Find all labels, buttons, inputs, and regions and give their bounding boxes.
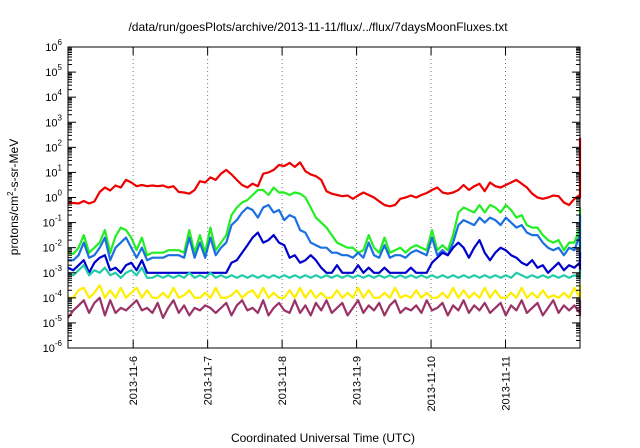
series-line-1 (68, 137, 582, 208)
x-tick-label: 2013-11-9 (352, 356, 364, 405)
y-axis-label: protons/cm2-s-sr-MeV (6, 139, 21, 255)
x-axis-label: Coordinated Universal Time (UTC) (231, 431, 415, 445)
y-tick-label: 104 (45, 88, 62, 104)
series-line-6 (68, 284, 582, 299)
y-tick-exponent: -3 (55, 264, 63, 273)
y-tick-base: 10 (45, 142, 57, 154)
grid (132, 47, 507, 348)
y-tick-label: 10-3 (43, 264, 63, 280)
y-tick-base: 10 (43, 318, 55, 330)
y-tick-exponent: 1 (58, 163, 63, 172)
y-tick-base: 10 (45, 167, 57, 179)
y-tick-label: 103 (45, 113, 62, 129)
y-tick-label: 10-6 (43, 339, 63, 355)
y-axis-label-prefix: protons/cm (7, 196, 21, 255)
y-tick-label: 10-5 (43, 314, 63, 330)
y-tick-exponent: 4 (58, 88, 63, 97)
y-tick-label: 106 (45, 38, 62, 54)
y-tick-base: 10 (45, 117, 57, 129)
x-tick-label: 2013-11-7 (203, 356, 215, 405)
y-tick-base: 10 (45, 42, 57, 54)
y-tick-base: 10 (43, 243, 55, 255)
y-tick-exponent: -6 (55, 339, 63, 348)
series-line-3 (68, 203, 582, 262)
y-tick-base: 10 (45, 92, 57, 104)
y-tick-label: 100 (45, 189, 62, 205)
y-tick-base: 10 (45, 193, 57, 205)
y-tick-exponent: 6 (58, 38, 63, 47)
y-tick-exponent: 0 (58, 189, 63, 198)
y-tick-base: 10 (43, 268, 55, 280)
y-tick-exponent: -1 (55, 214, 63, 223)
chart-title: /data/run/goesPlots/archive/2013-11-11/f… (128, 20, 508, 34)
y-tick-exponent: -5 (55, 314, 63, 323)
series-group (67, 137, 582, 319)
y-tick-label: 102 (45, 138, 62, 154)
y-tick-base: 10 (43, 343, 55, 355)
y-tick-label: 105 (45, 63, 62, 79)
x-tick-label: 2013-11-8 (277, 356, 289, 405)
x-tick-label: 2013-11-10 (426, 356, 438, 411)
y-tick-label: 10-2 (43, 239, 63, 255)
y-tick-label: 101 (45, 163, 62, 179)
series-line-7 (67, 296, 582, 319)
y-tick-exponent: 5 (58, 63, 63, 72)
y-tick-base: 10 (43, 218, 55, 230)
y-tick-exponent: 3 (58, 113, 63, 122)
y-tick-label: 10-1 (43, 214, 63, 230)
y-tick-exponent: 2 (58, 138, 63, 147)
y-tick-exponent: -4 (55, 289, 63, 298)
y-tick-base: 10 (45, 67, 57, 79)
x-axis: 2013-11-6 2013-11-7 2013-11-8 2013-11-9 2013… (128, 47, 513, 411)
y-tick-base: 10 (43, 293, 55, 305)
y-tick-label: 10-4 (43, 289, 63, 305)
y-axis-label-suffix: -s-sr-MeV (7, 139, 21, 192)
y-tick-exponent: -2 (55, 239, 63, 248)
x-tick-label: 2013-11-6 (128, 356, 140, 405)
y-axis-label-superscript: 2 (6, 191, 15, 196)
x-tick-label: 2013-11-11 (501, 356, 513, 411)
y-axis: 10-610-510-410-310-210-11001011021031041… (43, 38, 580, 355)
